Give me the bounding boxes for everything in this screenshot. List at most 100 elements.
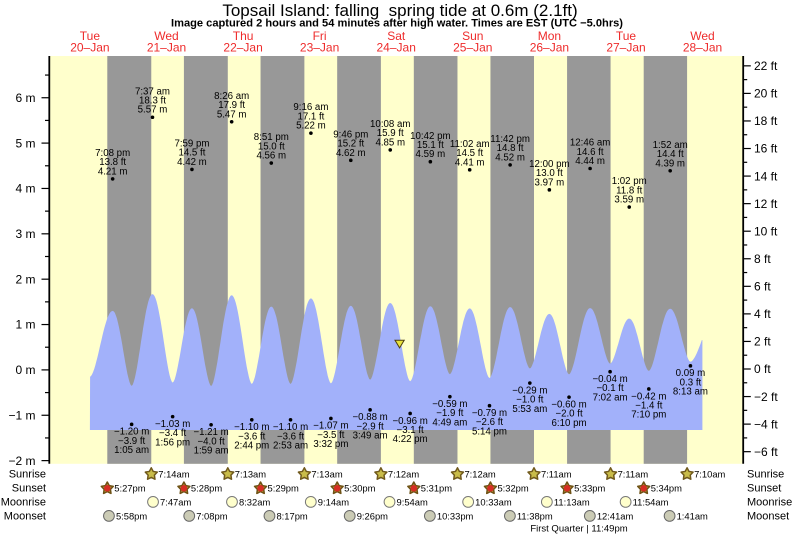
svg-text:7:11am: 7:11am	[618, 469, 649, 480]
svg-text:−3.6 ft: −3.6 ft	[238, 431, 266, 442]
svg-text:18.3 ft: 18.3 ft	[139, 96, 166, 107]
svg-text:12 ft: 12 ft	[754, 197, 778, 211]
svg-text:Sunset: Sunset	[747, 483, 781, 495]
svg-text:5:32pm: 5:32pm	[497, 483, 528, 494]
svg-text:−2 ft: −2 ft	[754, 390, 778, 404]
svg-text:5:34pm: 5:34pm	[651, 483, 682, 494]
svg-text:−1.9 ft: −1.9 ft	[436, 408, 464, 419]
svg-text:7:08 pm: 7:08 pm	[95, 148, 130, 159]
svg-text:Sunset: Sunset	[12, 483, 46, 495]
svg-text:12:00 pm: 12:00 pm	[529, 159, 569, 170]
svg-text:6 ft: 6 ft	[754, 280, 771, 294]
svg-text:−0.59 m: −0.59 m	[432, 399, 467, 410]
svg-text:8:13 am: 8:13 am	[673, 387, 708, 398]
svg-text:5:30pm: 5:30pm	[344, 483, 375, 494]
svg-text:5:28pm: 5:28pm	[191, 483, 222, 494]
svg-text:3.97 m: 3.97 m	[535, 177, 565, 188]
svg-text:14.5 ft: 14.5 ft	[456, 148, 483, 159]
svg-text:4.21 m: 4.21 m	[98, 166, 128, 177]
svg-text:−1.10 m: −1.10 m	[273, 422, 308, 433]
svg-text:−0.1 ft: −0.1 ft	[596, 383, 624, 394]
svg-text:Thu: Thu	[233, 29, 254, 43]
svg-text:4.56 m: 4.56 m	[256, 151, 286, 162]
svg-text:5.47 m: 5.47 m	[217, 109, 247, 120]
svg-text:12:46 am: 12:46 am	[570, 138, 610, 149]
svg-text:−1.0 ft: −1.0 ft	[516, 395, 544, 406]
svg-text:15.2 ft: 15.2 ft	[337, 139, 364, 150]
svg-text:−3.1 ft: −3.1 ft	[397, 425, 425, 436]
svg-text:11:02 am: 11:02 am	[450, 139, 490, 150]
svg-text:−1.21 m: −1.21 m	[193, 427, 228, 438]
svg-text:15.1 ft: 15.1 ft	[417, 140, 444, 151]
svg-text:−6 ft: −6 ft	[754, 445, 778, 459]
svg-text:5:31pm: 5:31pm	[421, 483, 452, 494]
svg-text:−1.10 m: −1.10 m	[234, 422, 269, 433]
svg-text:−0.79 m: −0.79 m	[472, 408, 507, 419]
svg-text:6 m: 6 m	[15, 91, 35, 105]
svg-text:Moonrise: Moonrise	[1, 497, 46, 509]
svg-text:13.0 ft: 13.0 ft	[536, 168, 563, 179]
svg-text:2:53 am: 2:53 am	[273, 441, 308, 452]
svg-text:−0.04 m: −0.04 m	[592, 374, 627, 385]
svg-text:−3.4 ft: −3.4 ft	[159, 428, 187, 439]
svg-text:Sunrise: Sunrise	[747, 469, 784, 481]
svg-text:−2 m: −2 m	[8, 454, 35, 468]
svg-text:Mon: Mon	[538, 29, 561, 43]
svg-text:14.6 ft: 14.6 ft	[577, 147, 604, 158]
svg-text:1:56 pm: 1:56 pm	[155, 437, 190, 448]
svg-text:7:59 pm: 7:59 pm	[174, 139, 209, 150]
svg-text:22–Jan: 22–Jan	[223, 41, 262, 55]
svg-text:−0.42 m: −0.42 m	[631, 391, 666, 402]
svg-text:1 m: 1 m	[15, 318, 35, 332]
svg-text:8:26 am: 8:26 am	[214, 91, 249, 102]
svg-text:21–Jan: 21–Jan	[147, 41, 186, 55]
svg-text:11:38pm: 11:38pm	[517, 511, 553, 522]
svg-text:18 ft: 18 ft	[754, 114, 778, 128]
svg-text:Wed: Wed	[690, 29, 714, 43]
svg-text:7:08pm: 7:08pm	[196, 511, 227, 522]
svg-text:13.8 ft: 13.8 ft	[99, 157, 126, 168]
svg-text:−0.88 m: −0.88 m	[352, 412, 387, 423]
svg-text:7:02 am: 7:02 am	[593, 392, 628, 403]
svg-text:14 ft: 14 ft	[754, 169, 778, 183]
svg-text:−1.03 m: −1.03 m	[155, 419, 190, 430]
svg-text:−4.0 ft: −4.0 ft	[197, 436, 225, 447]
svg-text:5 m: 5 m	[15, 136, 35, 150]
svg-text:5:58pm: 5:58pm	[116, 511, 147, 522]
svg-text:−1.07 m: −1.07 m	[313, 421, 348, 432]
svg-text:23–Jan: 23–Jan	[300, 41, 339, 55]
svg-text:14.5 ft: 14.5 ft	[178, 148, 205, 159]
svg-text:−1 m: −1 m	[8, 408, 35, 422]
svg-text:5:33pm: 5:33pm	[574, 483, 605, 494]
svg-text:Sun: Sun	[462, 29, 483, 43]
svg-text:Topsail Island: falling sprin: Topsail Island: falling spring tide at 0…	[222, 1, 577, 20]
svg-text:−0.96 m: −0.96 m	[392, 416, 427, 427]
svg-text:Moonset: Moonset	[4, 511, 46, 523]
svg-text:22 ft: 22 ft	[754, 59, 778, 73]
svg-text:7:10am: 7:10am	[694, 469, 725, 480]
svg-text:Tue: Tue	[616, 29, 637, 43]
svg-text:5:53 am: 5:53 am	[512, 404, 547, 415]
svg-text:10:33am: 10:33am	[475, 497, 512, 508]
svg-text:28–Jan: 28–Jan	[683, 41, 722, 55]
svg-text:First Quarter | 11:49pm: First Quarter | 11:49pm	[530, 524, 627, 535]
svg-text:0 ft: 0 ft	[754, 362, 771, 376]
svg-text:1:59 am: 1:59 am	[194, 445, 229, 456]
svg-text:7:37 am: 7:37 am	[135, 86, 170, 97]
svg-text:17.1 ft: 17.1 ft	[297, 111, 324, 122]
svg-text:1:52 am: 1:52 am	[653, 140, 688, 151]
svg-text:12:41am: 12:41am	[597, 511, 634, 522]
svg-text:11:13am: 11:13am	[554, 497, 590, 508]
svg-text:7:14am: 7:14am	[158, 469, 189, 480]
svg-text:1:41am: 1:41am	[677, 511, 708, 522]
svg-text:8:17pm: 8:17pm	[276, 511, 307, 522]
svg-text:4.44 m: 4.44 m	[575, 156, 605, 167]
svg-text:11:54am: 11:54am	[633, 497, 669, 508]
svg-text:24–Jan: 24–Jan	[377, 41, 416, 55]
svg-text:Tue: Tue	[80, 29, 101, 43]
svg-text:Moonset: Moonset	[747, 511, 789, 523]
svg-text:26–Jan: 26–Jan	[530, 41, 569, 55]
svg-text:−1.4 ft: −1.4 ft	[635, 400, 663, 411]
svg-text:14.8 ft: 14.8 ft	[497, 143, 524, 154]
svg-text:Sat: Sat	[387, 29, 406, 43]
